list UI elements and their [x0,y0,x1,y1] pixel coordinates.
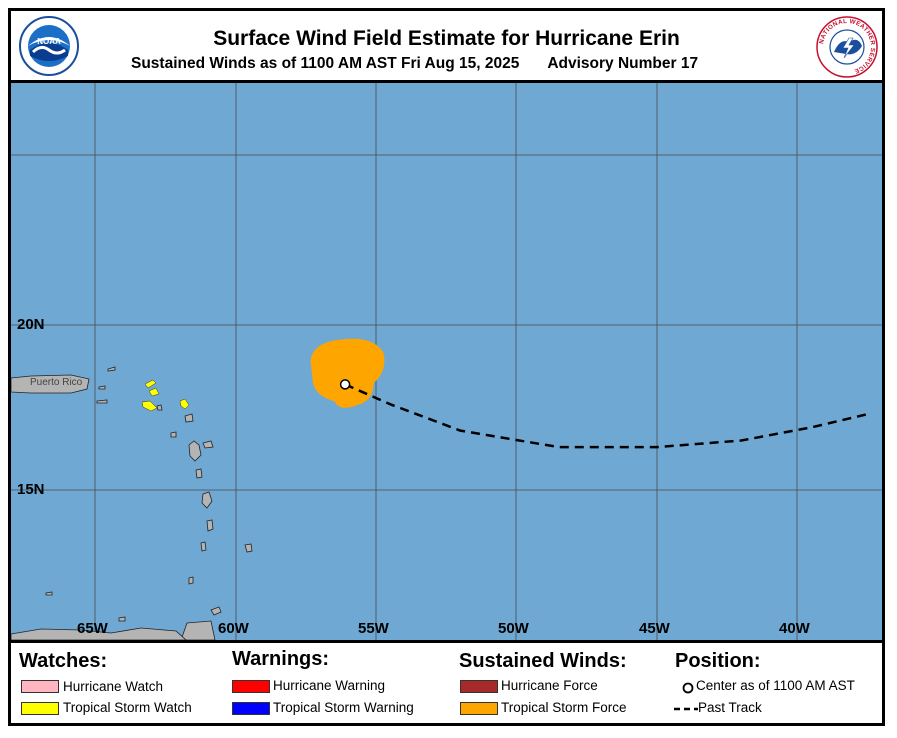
nws-logo-icon: NATIONAL WEATHER SERVICE [816,16,878,78]
chart-subtitle: Sustained Winds as of 1100 AM AST Fri Au… [131,55,698,73]
swatch-hurricane-warning [232,680,270,693]
lon-label-50w: 50W [498,620,529,637]
island-st-kitts [156,404,163,411]
legend: Watches: Hurricane Watch Tropical Storm … [11,643,882,723]
lon-label-55w: 55W [358,620,389,637]
puerto-rico-label: Puerto Rico [30,377,83,388]
ts-watch-st-barts [148,387,160,397]
island-la-tortuga [118,616,126,622]
legend-sustained-winds-heading: Sustained Winds: [459,650,627,672]
lon-label-65w: 65W [77,620,108,637]
valid-time-text: Sustained Winds as of 1100 AM AST Fri Au… [131,55,520,72]
map-canvas: Puerto Rico [11,83,882,640]
lon-label-40w: 40W [779,620,810,637]
storm-center-marker [339,379,351,390]
island-grenada [188,576,194,585]
island-guadeloupe-east [202,440,214,449]
ts-watch-st-kitts-nevis [141,400,158,412]
tropical-storm-watch-areas [141,379,190,412]
swatch-tropical-storm-watch [21,702,59,715]
island-guadeloupe [188,440,202,462]
swatch-tropical-storm-force [460,702,498,715]
noaa-logo-text: NOAA [37,37,61,46]
lat-label-15n: 15N [17,481,45,498]
lon-label-45w: 45W [639,620,670,637]
chart-title: Surface Wind Field Estimate for Hurrican… [213,27,680,50]
island-tobago [210,606,222,616]
land-masses [11,366,253,640]
legend-tropical-storm-force-label: Tropical Storm Force [501,700,627,715]
advisory-number-text: Advisory Number 17 [547,55,699,72]
island-antigua [184,413,194,423]
ts-watch-antigua-barbuda [179,398,190,410]
island-bonaire [45,591,53,596]
lat-label-20n: 20N [17,316,45,333]
island-st-croix [96,399,108,404]
legend-past-track-label: Past Track [698,700,762,715]
noaa-logo-icon: NOAA [19,16,79,76]
graphic-frame: NOAA Surface Wind Field Estimate for Hur… [8,8,885,726]
swatch-tropical-storm-warning [232,702,270,715]
wind-field-map: Puerto Rico 20N 15N 65W 60W 55W 50W 45W … [11,83,882,643]
trinidad-landmass [180,620,216,640]
lon-label-60w: 60W [218,620,249,637]
legend-hurricane-force-label: Hurricane Force [501,678,598,693]
header: NOAA Surface Wind Field Estimate for Hur… [11,11,882,83]
island-barbados [244,543,253,553]
ts-watch-anguilla [144,379,157,389]
venezuela-coast [11,627,187,640]
puerto-rico-landmass [11,374,90,394]
island-dominica [195,468,203,479]
legend-tropical-storm-watch-label: Tropical Storm Watch [63,700,192,715]
ocean-background [11,83,882,640]
past-track-legend-icon [674,707,698,711]
legend-warnings-heading: Warnings: [232,648,330,670]
legend-center-label: Center as of 1100 AM AST [696,678,855,693]
swatch-hurricane-force [460,680,498,693]
legend-tropical-storm-warning-label: Tropical Storm Warning [273,700,414,715]
swatch-hurricane-watch [21,680,59,693]
legend-watches-heading: Watches: [19,650,108,672]
island-vieques [98,385,106,390]
island-st-vincent [200,541,207,552]
island-montserrat [170,431,177,438]
tropical-storm-force-wind-field [310,338,385,408]
island-martinique [201,491,213,509]
past-track-line [344,383,869,449]
legend-hurricane-warning-label: Hurricane Warning [273,678,386,693]
legend-position-heading: Position: [675,650,761,672]
legend-hurricane-watch-label: Hurricane Watch [63,679,164,694]
center-marker-icon [682,682,694,694]
island-virgin-islands [107,366,116,372]
island-st-lucia [206,519,214,532]
